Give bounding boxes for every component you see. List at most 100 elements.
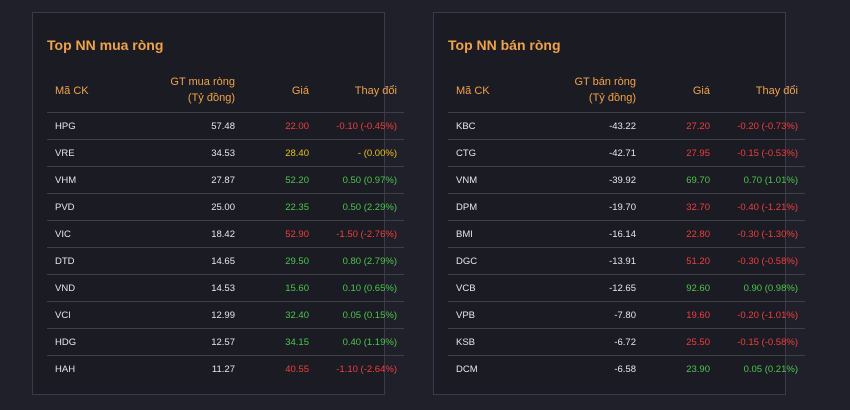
table-row[interactable]: VHM 27.87 52.20 0.50 (0.97%) (47, 166, 404, 193)
stock-symbol[interactable]: HPG (55, 121, 76, 132)
top-net-buy-panel: Top NN mua ròng Mã CK GT mua ròng (Tỷ đồ… (32, 12, 404, 395)
net-value: 18.42 (211, 229, 235, 240)
header-net-value-line2: (Tỷ đồng) (588, 92, 636, 104)
table-row[interactable]: CTG -42.71 27.95 -0.15 (-0.53%) (448, 139, 805, 166)
price-change: 0.10 (0.65%) (342, 283, 397, 294)
header-net-value-line1: GT mua ròng (170, 76, 235, 88)
table-row[interactable]: VRE 34.53 28.40 - (0.00%) (47, 139, 404, 166)
price-value: 19.60 (686, 310, 710, 321)
price-value: 34.15 (285, 337, 309, 348)
stock-symbol[interactable]: PVD (55, 202, 75, 213)
stock-symbol[interactable]: VND (55, 283, 76, 294)
price-change: 0.70 (1.01%) (743, 175, 798, 186)
table-row[interactable]: PVD 25.00 22.35 0.50 (2.29%) (47, 193, 404, 220)
price-value: 22.80 (686, 229, 710, 240)
net-value: -6.72 (614, 337, 636, 348)
stock-symbol[interactable]: VIC (55, 229, 71, 240)
stock-symbol[interactable]: VHM (55, 175, 77, 186)
stock-symbol[interactable]: VPB (456, 310, 476, 321)
net-value: -43.22 (609, 121, 636, 132)
net-value: 57.48 (211, 121, 235, 132)
table-row[interactable]: KSB -6.72 25.50 -0.15 (-0.58%) (448, 328, 805, 355)
net-value: -39.92 (609, 175, 636, 186)
net-value: -12.65 (609, 283, 636, 294)
stock-symbol[interactable]: VCB (456, 283, 476, 294)
net-value: 12.57 (211, 337, 235, 348)
table-row[interactable]: DTD 14.65 29.50 0.80 (2.79%) (47, 247, 404, 274)
price-change: 0.40 (1.19%) (342, 337, 397, 348)
table-row[interactable]: HPG 57.48 22.00 -0.10 (-0.45%) (47, 112, 404, 139)
table-row[interactable]: VPB -7.80 19.60 -0.20 (-1.01%) (448, 301, 805, 328)
header-change: Thay đổi (755, 85, 798, 97)
price-value: 69.70 (686, 175, 710, 186)
price-value: 22.00 (285, 121, 309, 132)
panel-title: Top NN mua ròng (47, 37, 164, 53)
table-row[interactable]: VCI 12.99 32.40 0.05 (0.15%) (47, 301, 404, 328)
table-row[interactable]: DGC -13.91 51.20 -0.30 (-0.58%) (448, 247, 805, 274)
price-change: - (0.00%) (357, 148, 397, 159)
header-price: Giá (692, 85, 710, 97)
stock-symbol[interactable]: CTG (456, 148, 477, 159)
price-value: 52.20 (285, 175, 309, 186)
table-row[interactable]: DPM -19.70 32.70 -0.40 (-1.21%) (448, 193, 805, 220)
stock-symbol[interactable]: KSB (456, 337, 476, 348)
price-value: 28.40 (285, 148, 309, 159)
price-value: 22.35 (285, 202, 309, 213)
net-value: -6.58 (614, 364, 636, 375)
price-change: 0.05 (0.15%) (342, 310, 397, 321)
net-value: 14.53 (211, 283, 235, 294)
header-change: Thay đổi (354, 85, 397, 97)
table-row[interactable]: VNM -39.92 69.70 0.70 (1.01%) (448, 166, 805, 193)
price-value: 27.20 (686, 121, 710, 132)
price-value: 29.50 (285, 256, 309, 267)
table-header: Mã CK GT bán ròng (Tỷ đồng) Giá Thay đổi (434, 71, 798, 124)
header-net-value-line1: GT bán ròng (574, 76, 636, 88)
header-net-value-line2: (Tỷ đồng) (187, 92, 235, 104)
stock-symbol[interactable]: HAH (55, 364, 76, 375)
table-row[interactable]: DCM -6.58 23.90 0.05 (0.21%) (448, 355, 805, 382)
net-value: -13.91 (609, 256, 636, 267)
stock-symbol[interactable]: VRE (55, 148, 75, 159)
price-change: -0.15 (-0.53%) (737, 148, 798, 159)
stock-symbol[interactable]: DTD (55, 256, 75, 267)
price-change: -1.50 (-2.76%) (336, 229, 397, 240)
price-change: -0.15 (-0.58%) (737, 337, 798, 348)
stock-symbol[interactable]: DPM (456, 202, 478, 213)
price-value: 40.55 (285, 364, 309, 375)
price-value: 51.20 (686, 256, 710, 267)
net-value: 34.53 (211, 148, 235, 159)
table-row[interactable]: VCB -12.65 92.60 0.90 (0.98%) (448, 274, 805, 301)
price-change: 0.80 (2.79%) (342, 256, 397, 267)
table-row[interactable]: HDG 12.57 34.15 0.40 (1.19%) (47, 328, 404, 355)
stock-symbol[interactable]: VCI (55, 310, 71, 321)
stock-symbol[interactable]: DCM (456, 364, 478, 375)
table-row[interactable]: VIC 18.42 52.90 -1.50 (-2.76%) (47, 220, 404, 247)
table-row[interactable]: KBC -43.22 27.20 -0.20 (-0.73%) (448, 112, 805, 139)
net-value: 14.65 (211, 256, 235, 267)
net-value: -19.70 (609, 202, 636, 213)
stock-symbol[interactable]: VNM (456, 175, 478, 186)
price-change: 0.90 (0.98%) (743, 283, 798, 294)
price-value: 23.90 (686, 364, 710, 375)
price-change: -1.10 (-2.64%) (336, 364, 397, 375)
price-value: 32.70 (686, 202, 710, 213)
price-value: 25.50 (686, 337, 710, 348)
net-value: -16.14 (609, 229, 636, 240)
price-value: 32.40 (285, 310, 309, 321)
panel-title: Top NN bán ròng (448, 37, 561, 53)
top-net-sell-panel: Top NN bán ròng Mã CK GT bán ròng (Tỷ đồ… (433, 12, 805, 395)
net-value: 25.00 (211, 202, 235, 213)
stock-symbol[interactable]: KBC (456, 121, 476, 132)
stock-symbol[interactable]: HDG (55, 337, 77, 348)
table-row[interactable]: VND 14.53 15.60 0.10 (0.65%) (47, 274, 404, 301)
price-value: 15.60 (285, 283, 309, 294)
table-body: HPG 57.48 22.00 -0.10 (-0.45%) VRE 34.53 28.40… (47, 112, 404, 382)
table-row[interactable]: HAH 11.27 40.55 -1.10 (-2.64%) (47, 355, 404, 382)
price-value: 52.90 (285, 229, 309, 240)
stock-symbol[interactable]: BMI (456, 229, 473, 240)
table-row[interactable]: BMI -16.14 22.80 -0.30 (-1.30%) (448, 220, 805, 247)
price-change: -0.30 (-0.58%) (737, 256, 798, 267)
stock-symbol[interactable]: DGC (456, 256, 478, 267)
net-value: -42.71 (609, 148, 636, 159)
price-change: 0.05 (0.21%) (743, 364, 798, 375)
